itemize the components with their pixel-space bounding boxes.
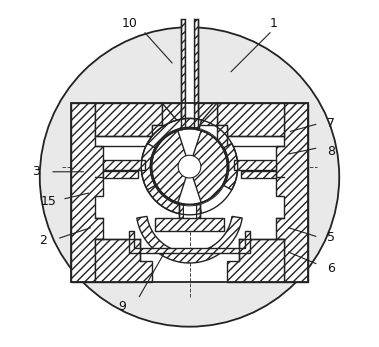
Polygon shape (162, 103, 181, 125)
Polygon shape (141, 143, 155, 190)
Polygon shape (190, 130, 227, 203)
Text: 9: 9 (119, 299, 126, 313)
Polygon shape (155, 218, 224, 231)
Text: 6: 6 (327, 262, 335, 275)
Text: 2: 2 (39, 234, 47, 247)
Polygon shape (103, 160, 145, 170)
Bar (185, 19, 194, 150)
Polygon shape (196, 204, 200, 218)
Circle shape (40, 27, 339, 327)
Polygon shape (71, 103, 114, 282)
Text: 5: 5 (327, 231, 335, 244)
Polygon shape (152, 130, 190, 203)
Text: 1: 1 (270, 17, 278, 30)
Polygon shape (217, 125, 227, 150)
Text: 3: 3 (32, 165, 40, 178)
Polygon shape (265, 103, 308, 282)
Bar (183, 204, 196, 218)
Polygon shape (227, 239, 284, 282)
Circle shape (152, 129, 227, 204)
Polygon shape (147, 118, 202, 149)
Polygon shape (217, 103, 284, 136)
Polygon shape (147, 185, 202, 215)
Polygon shape (241, 171, 276, 178)
Bar (71, 103, 308, 282)
Circle shape (178, 155, 201, 178)
Polygon shape (137, 217, 242, 263)
Text: 8: 8 (327, 145, 335, 158)
Polygon shape (179, 204, 183, 218)
Polygon shape (103, 171, 138, 178)
Polygon shape (181, 19, 185, 150)
Polygon shape (129, 231, 250, 253)
Bar (71, 103, 308, 282)
Polygon shape (194, 19, 198, 150)
Polygon shape (234, 160, 276, 170)
Text: 15: 15 (41, 195, 56, 208)
Polygon shape (224, 143, 238, 190)
Polygon shape (95, 103, 162, 136)
Polygon shape (198, 103, 217, 125)
Polygon shape (152, 125, 162, 150)
Text: 10: 10 (121, 17, 137, 30)
Text: 7: 7 (327, 117, 335, 130)
Polygon shape (95, 239, 152, 282)
